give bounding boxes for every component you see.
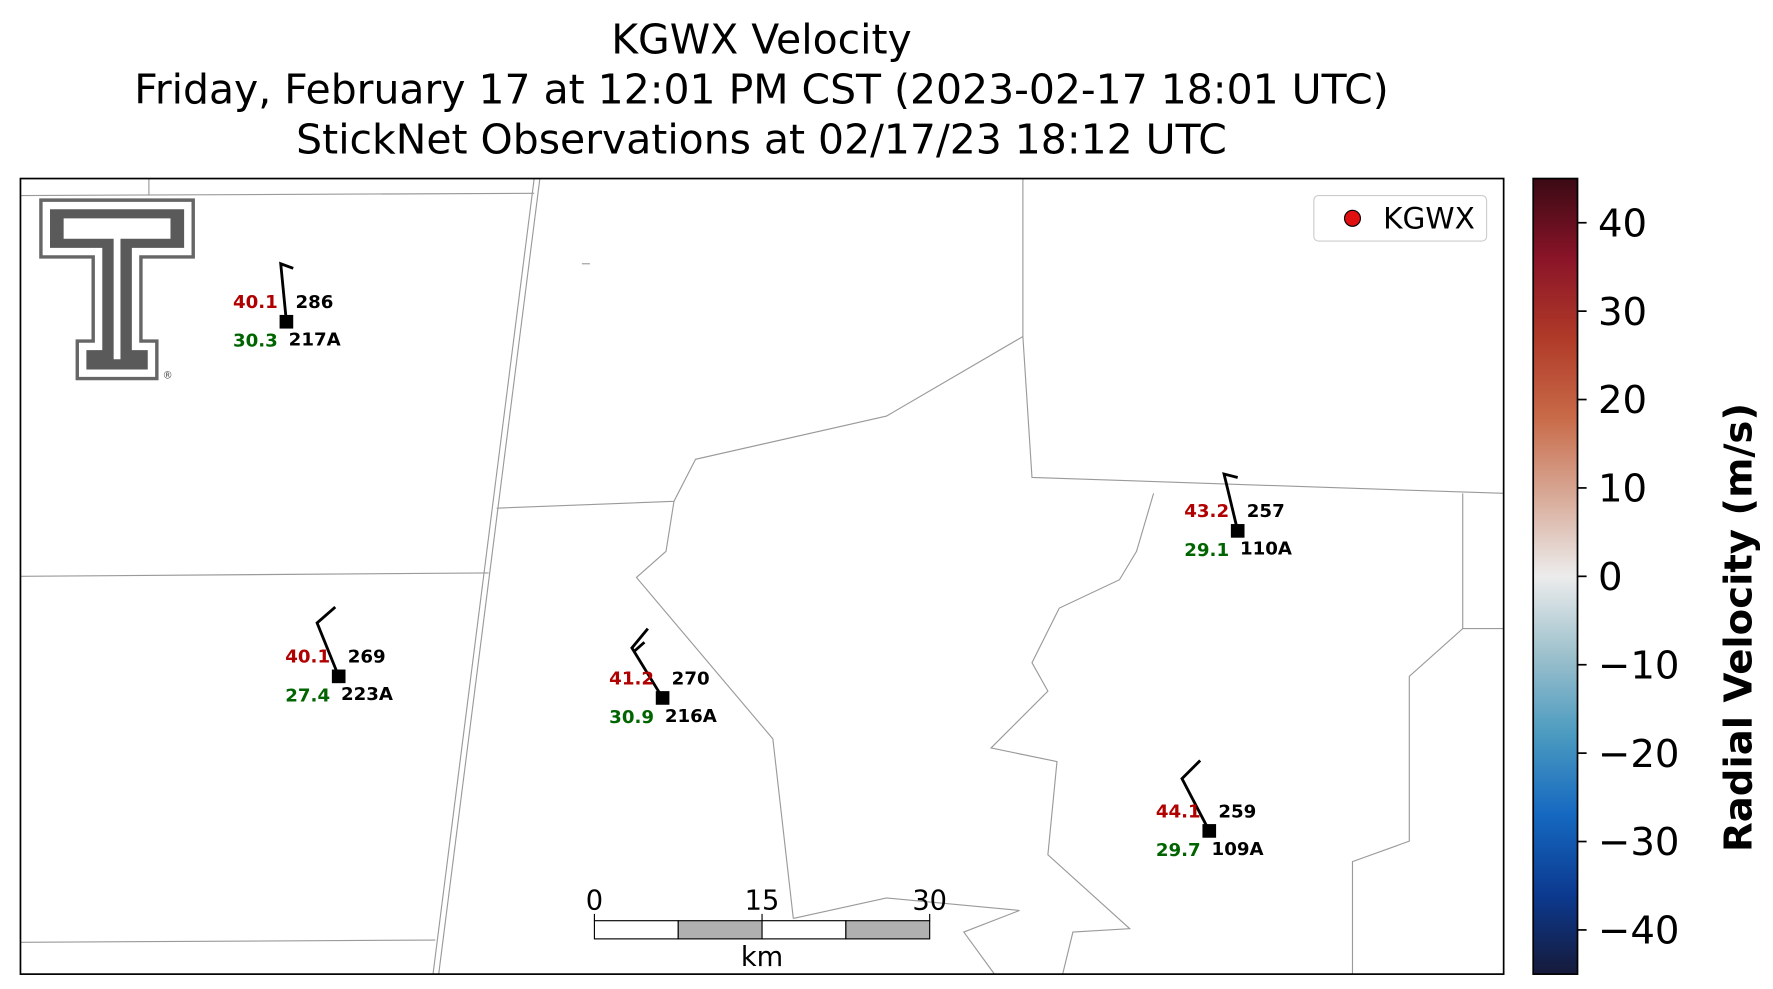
wind-barb (630, 627, 664, 699)
station: 41.2 270 30.9 216A (609, 627, 717, 728)
temperature: 41.2 (609, 668, 654, 689)
station-id: 110A (1240, 539, 1292, 560)
logo: ® (39, 198, 195, 382)
wind-barb (1180, 759, 1211, 832)
map-frame (19, 177, 1505, 975)
scalebar-segment (761, 920, 847, 940)
dewpoint: 29.7 (1156, 840, 1201, 861)
station-marker (655, 691, 670, 705)
scalebar-segment (845, 920, 931, 940)
station: 44.1 259 29.7 109A (1156, 759, 1264, 861)
pressure: 270 (672, 668, 710, 689)
dewpoint: 27.4 (285, 685, 330, 706)
scalebar-unit: km (741, 942, 783, 973)
scalebar-segment (593, 920, 679, 940)
station-id: 216A (665, 706, 717, 727)
colorbar-label: Radial Velocity (m/s) (1716, 403, 1761, 852)
legend: KGWX (1313, 195, 1488, 242)
pressure: 257 (1247, 501, 1285, 522)
colorbar: −40 −30 −20 −10 0 10 20 30 40 Radial Velocity (m/… (1532, 177, 1761, 975)
colorbar-tick-label: 10 (1598, 467, 1647, 512)
station: 40.1 269 27.4 223A (285, 605, 393, 706)
station-marker (279, 314, 294, 329)
title-line: Friday, February 17 at 12:01 PM CST (202… (134, 66, 1388, 114)
county-borders (20, 178, 1504, 975)
dewpoint: 30.9 (609, 707, 654, 728)
colorbar-tick-label: −30 (1598, 820, 1680, 865)
scalebar-label: 15 (745, 885, 780, 916)
station: 40.1 286 30.3 217A (233, 261, 341, 352)
station-marker (1230, 524, 1245, 538)
colorbar-scale (1532, 177, 1579, 975)
scalebar-label: 0 (586, 885, 603, 916)
title-line: StickNet Observations at 02/17/23 18:12 … (296, 116, 1227, 164)
wind-barb (315, 605, 341, 677)
temperature: 40.1 (233, 292, 278, 313)
station-marker (331, 669, 346, 684)
title-line: KGWX Velocity (611, 16, 911, 64)
scalebar-label: 30 (912, 885, 947, 916)
pressure: 259 (1218, 801, 1256, 822)
temperature: 44.1 (1156, 801, 1201, 822)
colorbar-tick-label: 30 (1598, 290, 1647, 335)
pressure: 286 (295, 292, 333, 313)
colorbar-tick-label: 40 (1598, 201, 1647, 246)
legend-label: KGWX (1383, 202, 1475, 236)
station-id: 217A (289, 330, 341, 351)
colorbar-tick-label: −40 (1598, 909, 1680, 954)
wind-barb (279, 261, 294, 322)
colorbar-tick-label: −10 (1598, 643, 1680, 688)
logo-mark: ® (163, 371, 173, 382)
temperature: 43.2 (1184, 501, 1229, 522)
station-marker (1202, 824, 1217, 838)
pressure: 269 (348, 647, 386, 668)
scalebar: 0 15 30 km (586, 885, 947, 973)
colorbar-tick-label: 0 (1598, 555, 1623, 600)
colorbar-tick-label: 20 (1598, 378, 1647, 423)
stations: 40.1 286 30.3 217A 40.1 269 27.4 223A 41.2 270 30.… (233, 261, 1292, 861)
dewpoint: 30.3 (233, 331, 278, 352)
dewpoint: 29.1 (1184, 540, 1229, 561)
colorbar-tick-label: −20 (1598, 732, 1680, 777)
station: 43.2 257 29.1 110A (1184, 472, 1292, 561)
wind-barb (1222, 472, 1240, 532)
legend-marker (1343, 209, 1362, 227)
scalebar-segment (677, 920, 763, 940)
temperature: 40.1 (285, 647, 330, 668)
station-id: 223A (341, 684, 393, 705)
legend-box (1313, 195, 1488, 242)
station-id: 109A (1212, 839, 1264, 860)
